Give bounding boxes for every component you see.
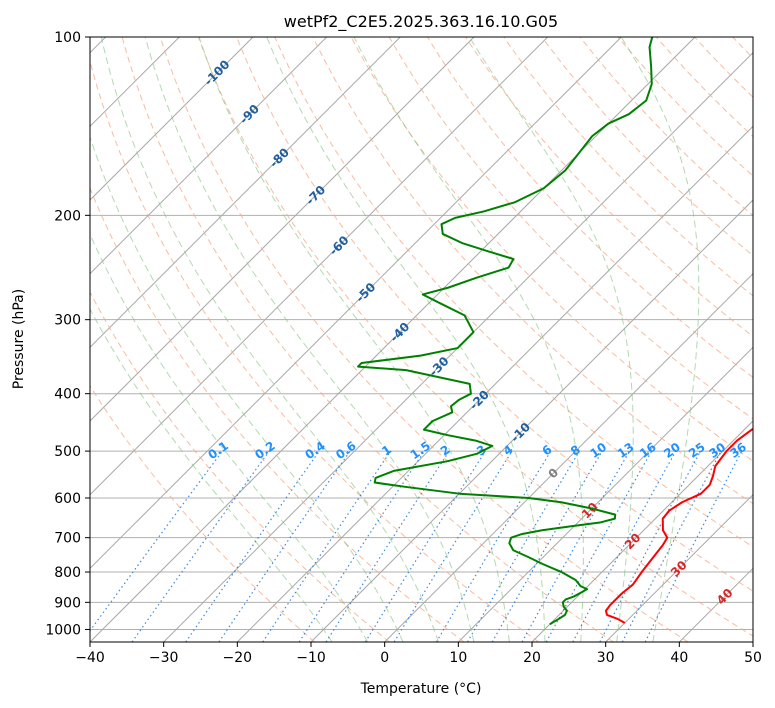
dry-adiabat-line xyxy=(90,59,540,642)
dry-adiabat-line xyxy=(312,37,753,505)
gridlines xyxy=(90,37,753,642)
y-tick-label: 600 xyxy=(54,491,81,507)
x-tick-label: −30 xyxy=(149,650,179,666)
x-tick-label: −20 xyxy=(223,650,253,666)
dry-adiabat-line xyxy=(617,37,753,177)
dry-adiabat-line xyxy=(503,37,753,297)
y-tick-label: 500 xyxy=(54,444,81,460)
x-tick-label: 0 xyxy=(380,650,389,666)
mixing-ratio-line xyxy=(393,450,513,642)
moist-adiabat-line xyxy=(353,37,584,642)
mixing-ratio-line xyxy=(466,450,580,642)
x-tick-label: 40 xyxy=(670,650,688,666)
x-tick-label: 10 xyxy=(449,650,467,666)
dry-adiabat-line xyxy=(90,384,316,642)
axis-ticks: −40 −30 −20 −10 0 10 20 30 40 50 100 200 300 400 500 60… xyxy=(45,30,762,666)
isotherm-line xyxy=(90,37,622,570)
isotherm-line xyxy=(90,37,696,642)
mixing-ratio-line xyxy=(435,450,552,642)
y-tick-label: 800 xyxy=(54,565,81,581)
dry-adiabat-line xyxy=(388,37,753,420)
moist-adiabat-line xyxy=(90,233,369,642)
y-tick-label: 100 xyxy=(54,30,81,46)
isotherm-line xyxy=(310,199,753,642)
isotherm-line xyxy=(457,346,753,642)
plot-background xyxy=(90,37,753,642)
mixing-ratio-line xyxy=(572,450,677,642)
isotherm-line xyxy=(90,37,475,422)
plot-area xyxy=(90,37,753,642)
isotherm-line xyxy=(90,37,328,275)
mixing-ratio-line xyxy=(545,450,653,642)
temperature-profile xyxy=(604,427,753,624)
mixing-ratio-line xyxy=(325,450,450,642)
dry-adiabat-line xyxy=(90,291,390,642)
background-lines xyxy=(90,37,775,642)
mixing-ratio-line xyxy=(521,450,631,642)
isotherm-line xyxy=(90,37,401,349)
dry-adiabat-line xyxy=(236,37,753,592)
isotherm-line xyxy=(531,420,753,642)
dewpoint-profile xyxy=(357,37,654,626)
moist-adiabat-line xyxy=(620,37,700,642)
y-tick-label: 300 xyxy=(54,313,81,329)
dry-adiabat-line xyxy=(274,37,753,548)
dry-adiabat-line xyxy=(771,37,775,642)
mixing-ratio-line xyxy=(298,450,425,642)
isotherm-line xyxy=(384,272,753,642)
x-tick-label: −40 xyxy=(75,650,105,666)
mixing-ratio-line xyxy=(131,450,270,642)
moist-adiabat-line xyxy=(90,135,404,642)
sounding-profiles xyxy=(357,37,753,626)
moist-adiabat-line xyxy=(198,37,510,642)
dry-adiabat-line xyxy=(159,37,689,642)
moist-adiabat-line xyxy=(266,37,546,642)
mixing-ratio-line xyxy=(185,450,320,642)
x-axis-label: Temperature (°C) xyxy=(360,681,482,697)
mixing-ratio-line xyxy=(491,450,603,642)
chart-title: wetPf2_C2E5.2025.363.16.10.G05 xyxy=(284,12,558,32)
dry-adiabat-line xyxy=(198,37,753,637)
isotherm-line xyxy=(236,125,753,642)
isotherm-line xyxy=(90,37,254,201)
x-tick-label: 20 xyxy=(523,650,541,666)
dry-adiabat-line xyxy=(426,37,753,378)
dry-adiabat-line xyxy=(90,186,465,642)
y-tick-label: 400 xyxy=(54,387,81,403)
moist-adiabat-line xyxy=(100,37,439,642)
x-tick-label: −10 xyxy=(296,650,326,666)
dry-adiabat-line xyxy=(121,37,614,642)
isotherm-line xyxy=(605,493,753,642)
y-tick-label: 700 xyxy=(54,531,81,547)
x-tick-label: 30 xyxy=(597,650,615,666)
y-tick-label: 900 xyxy=(54,595,81,611)
mixing-ratio-line xyxy=(90,450,223,632)
isotherm-line xyxy=(752,641,753,642)
x-tick-label: 50 xyxy=(744,650,762,666)
plot-frame xyxy=(89,36,754,643)
isotherm-line xyxy=(90,37,549,496)
mixing-ratio-line xyxy=(364,450,486,642)
axes-frame xyxy=(89,36,754,643)
y-tick-label: 1000 xyxy=(45,622,81,638)
y-tick-label: 200 xyxy=(54,208,81,224)
y-axis-label: Pressure (hPa) xyxy=(11,289,27,389)
